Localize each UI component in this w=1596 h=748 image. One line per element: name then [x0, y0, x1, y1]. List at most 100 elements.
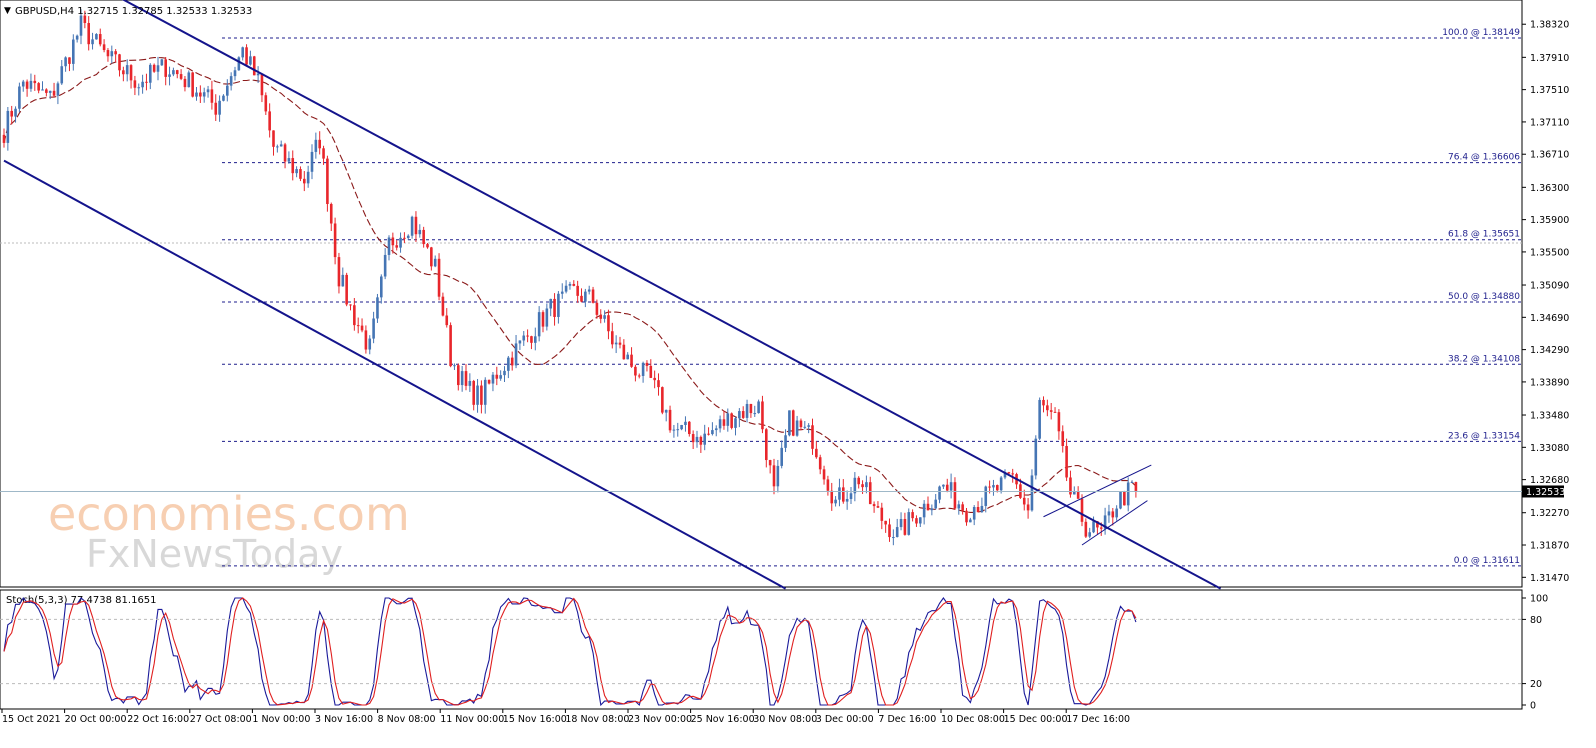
candle-body: [387, 237, 391, 255]
candle-body: [395, 245, 398, 248]
candle-body: [6, 110, 10, 143]
candle-body: [664, 409, 668, 413]
candle-body: [626, 354, 629, 360]
candle-body: [430, 247, 433, 267]
candle-body: [842, 487, 845, 502]
watermark-economies: economies.com: [48, 487, 410, 541]
candle-body: [276, 146, 279, 148]
candle-body: [568, 283, 572, 286]
candle-body: [703, 433, 706, 445]
candle-body: [611, 331, 614, 345]
candle-body: [680, 424, 683, 430]
stoch-label: Stoch(5,3,3) 77.4738 81.1651: [6, 595, 157, 606]
chart-caret-icon[interactable]: ▼: [4, 6, 11, 16]
price-tick-label: 1.31870: [1530, 541, 1569, 552]
candle-body: [688, 421, 691, 435]
candle-body: [106, 50, 110, 57]
candle-body: [630, 354, 633, 367]
candle-body: [772, 465, 776, 487]
fib-level-label: 50.0 @ 1.34880: [1448, 292, 1520, 302]
candle-body: [102, 44, 106, 51]
stoch-signal-line: [3, 597, 1137, 706]
candle-body: [738, 411, 741, 419]
current-price-text: 1.32533: [1526, 487, 1565, 498]
candle-body: [441, 296, 445, 316]
candle-body: [279, 144, 283, 147]
main-pane[interactable]: [0, 0, 1523, 588]
candle-body: [899, 518, 903, 528]
candle-body: [60, 66, 64, 84]
candle-body: [114, 51, 117, 55]
candle-body: [826, 479, 830, 491]
candle-body: [661, 387, 664, 413]
candle-body: [191, 72, 194, 97]
candle-body: [21, 81, 25, 87]
price-tick-label: 1.34290: [1530, 345, 1569, 356]
candle-body: [1088, 532, 1091, 537]
candle-body: [776, 465, 780, 487]
candle-body: [460, 371, 464, 386]
candle-body: [895, 527, 899, 538]
candle-body: [553, 298, 556, 317]
candle-body: [226, 85, 229, 96]
candle-body: [122, 70, 125, 75]
candle-body: [922, 503, 926, 518]
price-tick-label: 1.36300: [1530, 183, 1569, 194]
candle-body: [406, 235, 410, 238]
candle-body: [1103, 515, 1107, 529]
time-tick-label: 25 Nov 16:00: [691, 714, 755, 725]
candle-body: [326, 158, 329, 205]
candle-body: [195, 92, 198, 97]
candle-body: [160, 59, 164, 66]
candle-body: [1126, 482, 1130, 506]
candle-body: [291, 158, 295, 174]
candle-body: [145, 81, 148, 83]
candle-body: [25, 81, 29, 89]
candle-body: [87, 23, 90, 45]
candle-body: [1053, 411, 1057, 413]
candle-body: [1134, 482, 1138, 492]
candle-body: [380, 276, 383, 298]
time-tick-label: 11 Nov 00:00: [440, 714, 504, 725]
candle-body: [822, 469, 826, 480]
candle-body: [399, 237, 402, 248]
candle-body: [353, 305, 356, 326]
candle-body: [68, 57, 71, 64]
candle-body: [156, 65, 160, 72]
price-tick-label: 1.37110: [1530, 117, 1569, 128]
candle-body: [618, 342, 622, 345]
time-tick-label: 30 Nov 08:00: [753, 714, 817, 725]
candle-body: [72, 39, 75, 64]
candle-body: [537, 312, 541, 337]
candle-body: [199, 92, 202, 97]
candle-body: [834, 499, 837, 504]
candle-body: [445, 315, 449, 326]
candle-body: [972, 507, 976, 520]
time-tick-label: 3 Nov 16:00: [315, 714, 373, 725]
candle-body: [1096, 521, 1099, 528]
candle-body: [368, 338, 372, 350]
candle-body: [957, 504, 961, 509]
candle-body: [222, 95, 225, 101]
candle-body: [391, 237, 395, 246]
candle-body: [953, 482, 957, 509]
candle-body: [268, 111, 271, 131]
candle-body: [1046, 405, 1049, 411]
candlesticks: [2, 9, 1138, 546]
candle-body: [818, 457, 822, 470]
time-tick-label: 27 Oct 08:00: [190, 714, 252, 725]
candle-body: [976, 507, 980, 513]
candle-body: [410, 216, 414, 236]
candle-body: [668, 409, 672, 431]
stoch-pane[interactable]: [0, 589, 1523, 710]
candle-body: [549, 298, 552, 309]
candle-body: [587, 289, 591, 292]
candle-body: [453, 365, 456, 367]
candle-body: [969, 519, 972, 523]
candle-body: [1130, 482, 1134, 484]
candle-body: [965, 510, 968, 523]
candle-body: [1022, 497, 1026, 505]
candle-body: [765, 429, 768, 461]
candle-body: [865, 482, 868, 488]
